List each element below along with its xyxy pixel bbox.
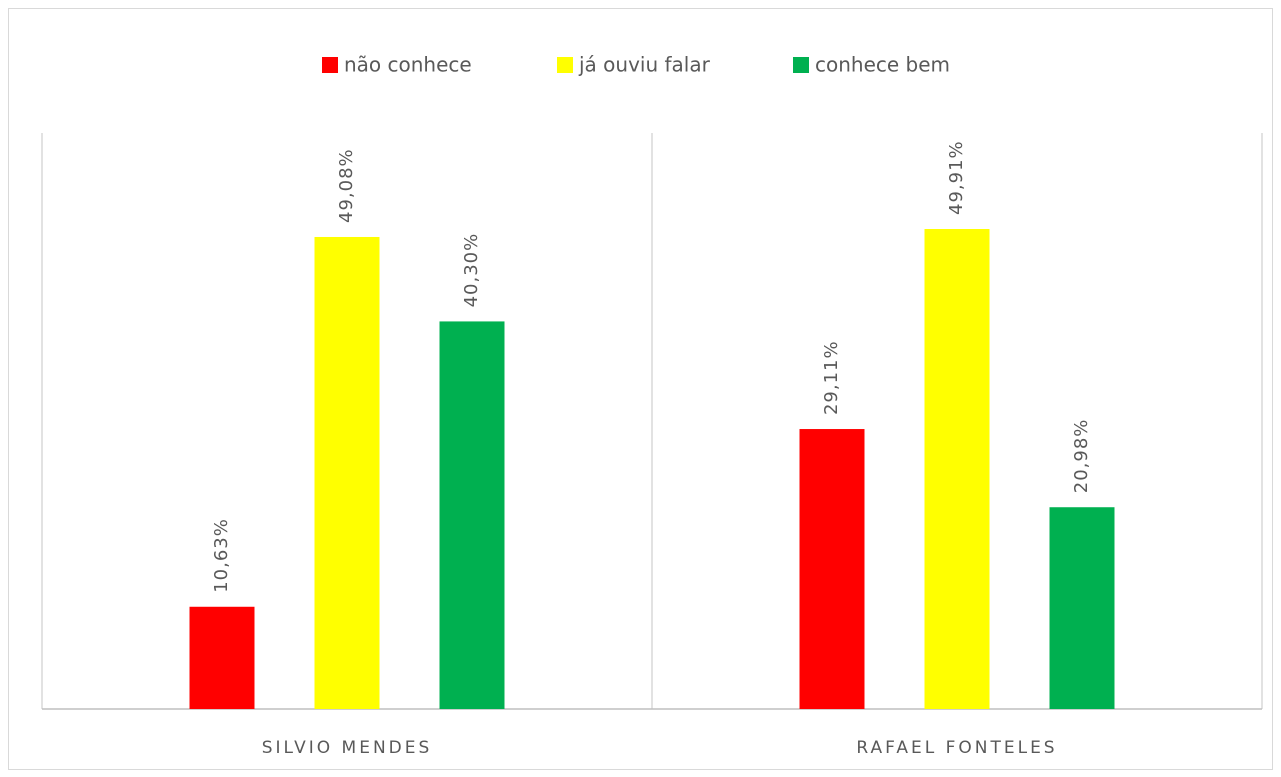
legend-swatch (557, 57, 573, 73)
legend-label: conhece bem (815, 53, 950, 77)
bar (189, 606, 255, 709)
legend-swatch (322, 57, 338, 73)
value-label: 20,98% (1071, 419, 1092, 494)
legend-label: já ouviu falar (578, 53, 711, 77)
legend-label: não conhece (344, 53, 472, 77)
value-label: 49,91% (946, 140, 967, 215)
value-label: 29,11% (821, 340, 842, 415)
bar (1049, 507, 1115, 709)
bar (439, 321, 505, 709)
x-tick-label: SILVIO MENDES (262, 738, 433, 758)
legend-swatch (793, 57, 809, 73)
x-tick-label: RAFAEL FONTELES (856, 738, 1057, 758)
value-label: 40,30% (461, 233, 482, 308)
bar (314, 236, 380, 709)
value-label: 10,63% (211, 518, 232, 593)
bar (799, 429, 865, 709)
value-label: 49,08% (336, 148, 357, 223)
bar (924, 229, 990, 709)
